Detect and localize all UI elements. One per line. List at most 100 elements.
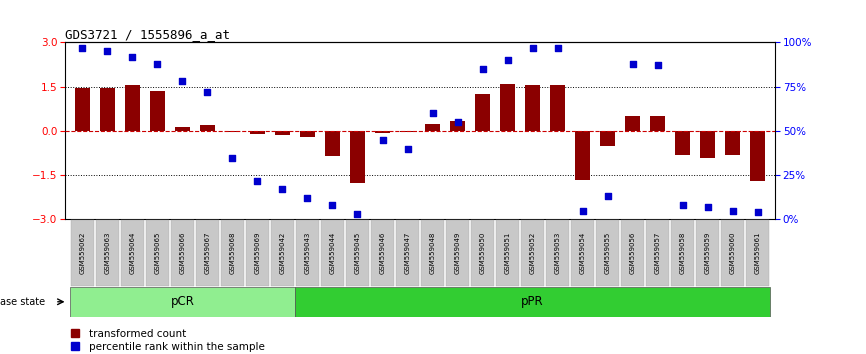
Bar: [550, 85, 565, 131]
Text: GSM559049: GSM559049: [455, 232, 461, 274]
FancyBboxPatch shape: [321, 220, 344, 286]
Text: GSM559053: GSM559053: [554, 232, 560, 274]
Point: [576, 208, 590, 213]
FancyBboxPatch shape: [296, 220, 319, 286]
Point: [326, 202, 339, 208]
FancyBboxPatch shape: [146, 220, 169, 286]
Point: [551, 45, 565, 51]
FancyBboxPatch shape: [121, 220, 144, 286]
Text: GSM559042: GSM559042: [280, 232, 286, 274]
Text: GSM559055: GSM559055: [604, 232, 611, 274]
Text: GSM559063: GSM559063: [105, 232, 111, 274]
Point: [601, 194, 615, 199]
Bar: [70, 287, 295, 317]
FancyBboxPatch shape: [221, 220, 243, 286]
Bar: [425, 124, 440, 131]
Point: [275, 187, 289, 192]
Text: GSM559060: GSM559060: [729, 232, 735, 274]
Text: GSM559057: GSM559057: [655, 232, 661, 274]
Point: [625, 61, 639, 67]
Text: GSM559048: GSM559048: [430, 232, 436, 274]
FancyBboxPatch shape: [346, 220, 369, 286]
FancyBboxPatch shape: [646, 220, 669, 286]
Bar: [275, 131, 290, 136]
Text: GSM559054: GSM559054: [579, 232, 585, 274]
FancyBboxPatch shape: [271, 220, 294, 286]
Text: disease state: disease state: [0, 297, 45, 307]
Bar: [575, 131, 590, 180]
Point: [526, 45, 540, 51]
Text: GSM559056: GSM559056: [630, 232, 636, 274]
Point: [176, 79, 190, 84]
Text: GSM559068: GSM559068: [229, 232, 236, 274]
Bar: [400, 131, 415, 132]
Point: [301, 195, 314, 201]
Point: [726, 208, 740, 213]
Point: [475, 66, 489, 72]
Point: [501, 57, 514, 63]
Bar: [725, 131, 740, 155]
Text: GSM559045: GSM559045: [354, 232, 360, 274]
Bar: [525, 85, 540, 131]
FancyBboxPatch shape: [721, 220, 744, 286]
Point: [225, 155, 239, 160]
Text: GSM559043: GSM559043: [305, 232, 311, 274]
Bar: [500, 84, 515, 131]
Text: GSM559066: GSM559066: [179, 232, 185, 274]
Text: GSM559059: GSM559059: [705, 232, 711, 274]
FancyBboxPatch shape: [696, 220, 719, 286]
Point: [250, 178, 264, 183]
Legend: transformed count, percentile rank within the sample: transformed count, percentile rank withi…: [70, 329, 265, 352]
Bar: [750, 131, 765, 181]
Point: [126, 54, 139, 59]
FancyBboxPatch shape: [197, 220, 219, 286]
Point: [751, 210, 765, 215]
Text: GSM559064: GSM559064: [129, 232, 135, 274]
Bar: [225, 131, 240, 132]
Bar: [125, 85, 140, 131]
FancyBboxPatch shape: [471, 220, 494, 286]
Point: [75, 45, 89, 51]
Bar: [650, 116, 665, 131]
FancyBboxPatch shape: [171, 220, 194, 286]
FancyBboxPatch shape: [246, 220, 268, 286]
Bar: [375, 131, 390, 133]
FancyBboxPatch shape: [746, 220, 769, 286]
Text: GSM559046: GSM559046: [379, 232, 385, 274]
FancyBboxPatch shape: [671, 220, 694, 286]
Text: GSM559067: GSM559067: [204, 232, 210, 274]
Text: GSM559061: GSM559061: [754, 232, 760, 274]
Bar: [675, 131, 690, 155]
Text: GSM559050: GSM559050: [480, 232, 486, 274]
FancyBboxPatch shape: [496, 220, 519, 286]
FancyBboxPatch shape: [397, 220, 419, 286]
Text: GSM559062: GSM559062: [80, 232, 86, 274]
Text: GDS3721 / 1555896_a_at: GDS3721 / 1555896_a_at: [65, 28, 230, 41]
Text: GSM559058: GSM559058: [680, 232, 686, 274]
FancyBboxPatch shape: [96, 220, 119, 286]
Text: GSM559047: GSM559047: [404, 232, 410, 274]
FancyBboxPatch shape: [446, 220, 469, 286]
Bar: [150, 91, 165, 131]
Point: [425, 110, 439, 116]
Point: [201, 89, 215, 95]
FancyBboxPatch shape: [621, 220, 643, 286]
Bar: [295, 287, 770, 317]
Bar: [600, 131, 615, 146]
Point: [675, 202, 689, 208]
Bar: [300, 131, 315, 137]
Bar: [700, 131, 715, 158]
Point: [701, 204, 714, 210]
FancyBboxPatch shape: [521, 220, 544, 286]
Bar: [450, 121, 465, 131]
Bar: [100, 88, 115, 131]
Bar: [475, 94, 490, 131]
Point: [100, 48, 114, 54]
FancyBboxPatch shape: [546, 220, 569, 286]
Bar: [325, 131, 340, 156]
FancyBboxPatch shape: [71, 220, 94, 286]
FancyBboxPatch shape: [597, 220, 619, 286]
Bar: [75, 88, 90, 131]
Bar: [625, 116, 640, 131]
Bar: [200, 125, 215, 131]
